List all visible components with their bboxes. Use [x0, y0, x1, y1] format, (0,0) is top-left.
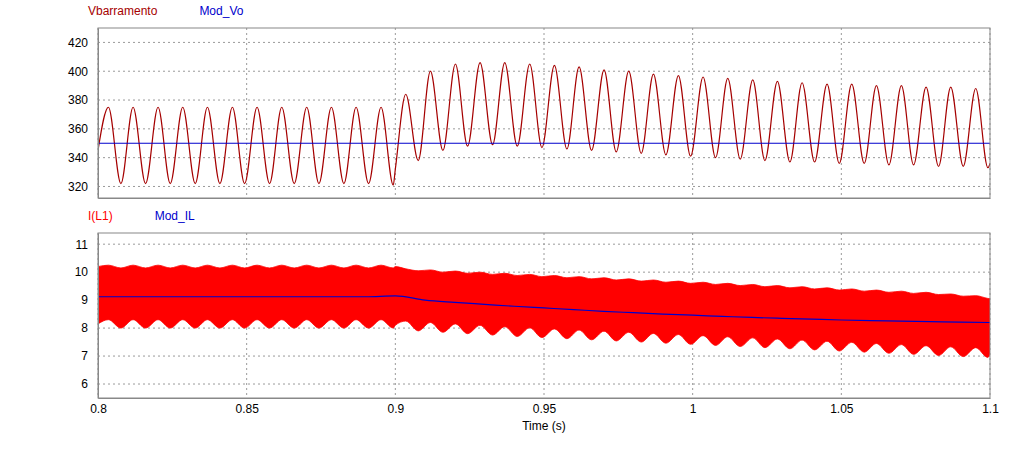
- tick: 7: [81, 349, 98, 363]
- grid-line: [98, 186, 990, 187]
- plot-area: [98, 63, 990, 185]
- axis-line: [98, 234, 99, 399]
- tick-label: 340: [68, 151, 88, 165]
- tick-label: 6: [81, 377, 88, 391]
- tick: 6: [81, 377, 98, 391]
- tick-label: 11: [76, 238, 89, 252]
- grid-line: [98, 42, 990, 43]
- tick: 420: [68, 36, 98, 50]
- tick-label: 380: [68, 93, 88, 107]
- plot-background: [98, 28, 990, 198]
- series-line: [98, 143, 990, 144]
- tick: 400: [68, 65, 98, 79]
- plot-frame: [98, 233, 990, 398]
- tick-label: 10: [75, 265, 89, 279]
- legend: I(L1) Mod_IL: [88, 209, 195, 223]
- tick: 320: [68, 180, 98, 194]
- x-axis-title: Time (s): [522, 419, 566, 433]
- series-area: [98, 265, 990, 357]
- series-line: [98, 296, 990, 323]
- legend-entry: I(L1): [88, 209, 113, 223]
- grid-line: [692, 28, 693, 198]
- tick: 0.9: [387, 398, 404, 416]
- tick-label: 0.95: [533, 402, 557, 416]
- grid: [98, 28, 990, 198]
- tick-label: 1.1: [982, 402, 999, 416]
- chart-panel: 6 7 8 9 10 11 0.8 0.85 0.9 0.95 1 1.05 1.1 Time (s) I(…: [75, 209, 1000, 433]
- grid-line: [98, 157, 990, 158]
- tick: 0.85: [235, 398, 259, 416]
- tick-label: 9: [81, 293, 88, 307]
- tick: 8: [81, 321, 98, 335]
- tick-label: 1: [690, 402, 697, 416]
- tick: 0.95: [533, 398, 557, 416]
- x-axis: 0.8 0.85 0.9 0.95 1 1.05 1.1: [90, 398, 999, 416]
- grid-line: [98, 128, 990, 129]
- plot-area: [98, 265, 990, 357]
- tick: 380: [68, 93, 98, 107]
- chart-root: 320 340 360 380 400 420 Vbarramento Mod_Vo 6 7 8 9 1…: [0, 0, 1023, 451]
- tick: 10: [75, 265, 98, 279]
- tick-label: 420: [68, 36, 88, 50]
- tick-label: 7: [81, 349, 88, 363]
- grid-line: [841, 28, 842, 198]
- axis-line: [99, 198, 991, 199]
- grid-line: [98, 100, 990, 101]
- legend-entry: Mod_IL: [155, 209, 195, 223]
- tick: 1: [690, 398, 697, 416]
- plot-frame: [98, 28, 990, 198]
- tick: 360: [68, 122, 98, 136]
- tick: 340: [68, 151, 98, 165]
- grid-line: [98, 384, 990, 385]
- tick-label: 320: [68, 180, 88, 194]
- tick: 1.1: [982, 398, 999, 416]
- grid: [98, 233, 990, 398]
- legend: Vbarramento Mod_Vo: [88, 4, 244, 18]
- legend-entry: Mod_Vo: [199, 4, 243, 18]
- y-axis: 6 7 8 9 10 11: [75, 234, 99, 399]
- chart-panel: 320 340 360 380 400 420 Vbarramento Mod_Vo: [68, 4, 991, 199]
- tick-label: 0.9: [387, 402, 404, 416]
- tick-label: 8: [81, 321, 88, 335]
- axis-line: [98, 29, 99, 199]
- tick: 9: [81, 293, 98, 307]
- tick-label: 0.8: [90, 402, 107, 416]
- tick-label: 0.85: [235, 402, 259, 416]
- tick-label: 1.05: [830, 402, 854, 416]
- x-axis: [99, 198, 991, 199]
- tick: 0.8: [90, 398, 107, 416]
- plot-background: [98, 233, 990, 398]
- grid-line: [544, 28, 545, 198]
- grid-line: [98, 356, 990, 357]
- tick: 1.05: [830, 398, 854, 416]
- legend-entry: Vbarramento: [88, 4, 158, 18]
- tick: 11: [76, 238, 98, 252]
- y-axis: 320 340 360 380 400 420: [68, 29, 99, 199]
- tick-label: 360: [68, 122, 88, 136]
- grid-line: [98, 71, 990, 72]
- axis-line: [99, 398, 991, 399]
- grid-line: [98, 244, 990, 245]
- series-line: [98, 63, 990, 185]
- tick-label: 400: [68, 65, 88, 79]
